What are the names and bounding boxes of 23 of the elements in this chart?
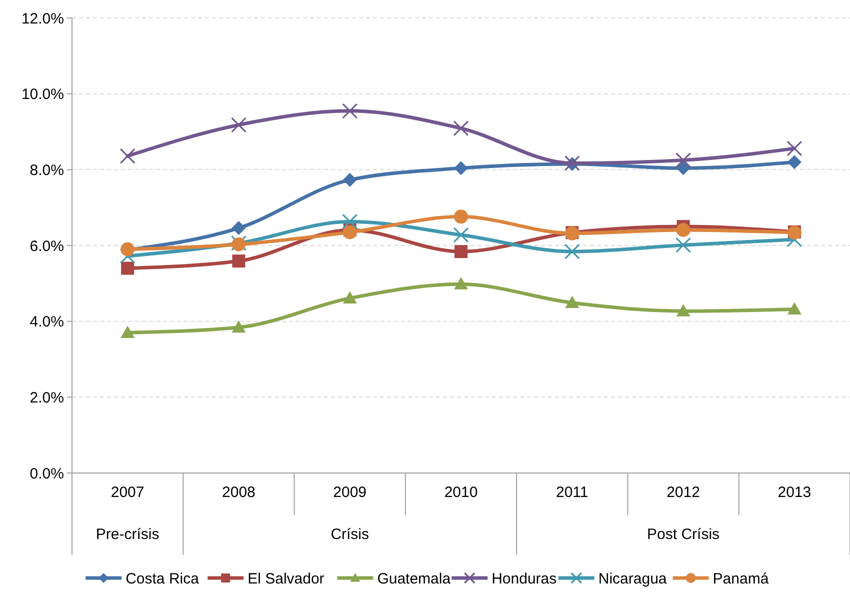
- x-tick-label: 2013: [778, 484, 812, 501]
- x-tick-label: 2008: [222, 484, 256, 501]
- legend-label: Nicaragua: [598, 570, 668, 588]
- text: Post Crísis: [647, 526, 720, 543]
- y-tick-label: 6.0%: [30, 238, 64, 255]
- y-tick-label: 4.0%: [30, 314, 64, 331]
- y-tick-label: 2.0%: [30, 389, 64, 406]
- y-tick-label: 8.0%: [30, 162, 64, 179]
- x-tick-label: 2012: [666, 484, 700, 501]
- legend-label: El Salvador: [248, 570, 324, 588]
- y-tick-label: 0.0%: [30, 465, 64, 482]
- x-tick-label: 2010: [444, 484, 478, 501]
- legend-label: Costa Rica: [126, 570, 200, 588]
- text: Crísis: [330, 526, 370, 543]
- x-tick-label: 2011: [556, 484, 588, 501]
- x-tick-label: 2007: [110, 484, 144, 501]
- legend-label: Panamá: [712, 570, 770, 588]
- y-tick-label: 10.0%: [21, 86, 64, 104]
- x-tick-label: 2009: [333, 484, 367, 501]
- legend-label: Honduras: [492, 570, 557, 588]
- text: Pre-crísis: [96, 526, 160, 543]
- y-tick-label: 12.0%: [21, 10, 64, 28]
- legend-label: Guatemala: [377, 570, 452, 588]
